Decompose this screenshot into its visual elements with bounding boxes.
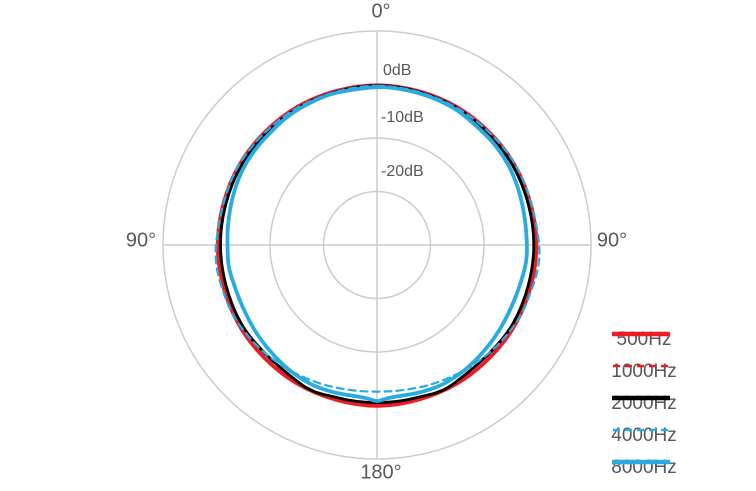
grid-ring-outer — [162, 30, 592, 460]
angle-label-180: 180° — [360, 461, 402, 484]
legend-swatch-8000hz — [612, 459, 670, 465]
curve-8000hz — [225, 85, 529, 403]
curve-4000hz — [214, 84, 541, 393]
angle-label-0: 0° — [371, 0, 391, 23]
grid-ring-minus20db — [322, 190, 432, 300]
legend-swatch-500hz — [612, 331, 670, 337]
legend-item-8000hz: 8000Hz — [600, 457, 688, 478]
db-label-minus10: -10dB — [381, 109, 424, 126]
legend-swatch-4000hz — [613, 428, 669, 432]
angle-label-90-left: 90° — [125, 229, 157, 252]
legend-item-2000hz: 2000Hz — [600, 393, 688, 414]
db-label-0: 0dB — [383, 62, 412, 79]
legend-swatch-1000hz — [613, 364, 669, 368]
legend-item-500hz: 500Hz — [600, 329, 688, 350]
data-curves — [214, 83, 541, 408]
legend-item-1000hz: 1000Hz — [600, 361, 688, 382]
angle-label-90-right: 90° — [596, 229, 628, 252]
legend-item-4000hz: 4000Hz — [600, 425, 688, 446]
grid-ring-minus10db — [269, 137, 485, 353]
legend-swatch-2000hz — [612, 395, 670, 401]
db-label-minus20: -20dB — [381, 163, 424, 180]
